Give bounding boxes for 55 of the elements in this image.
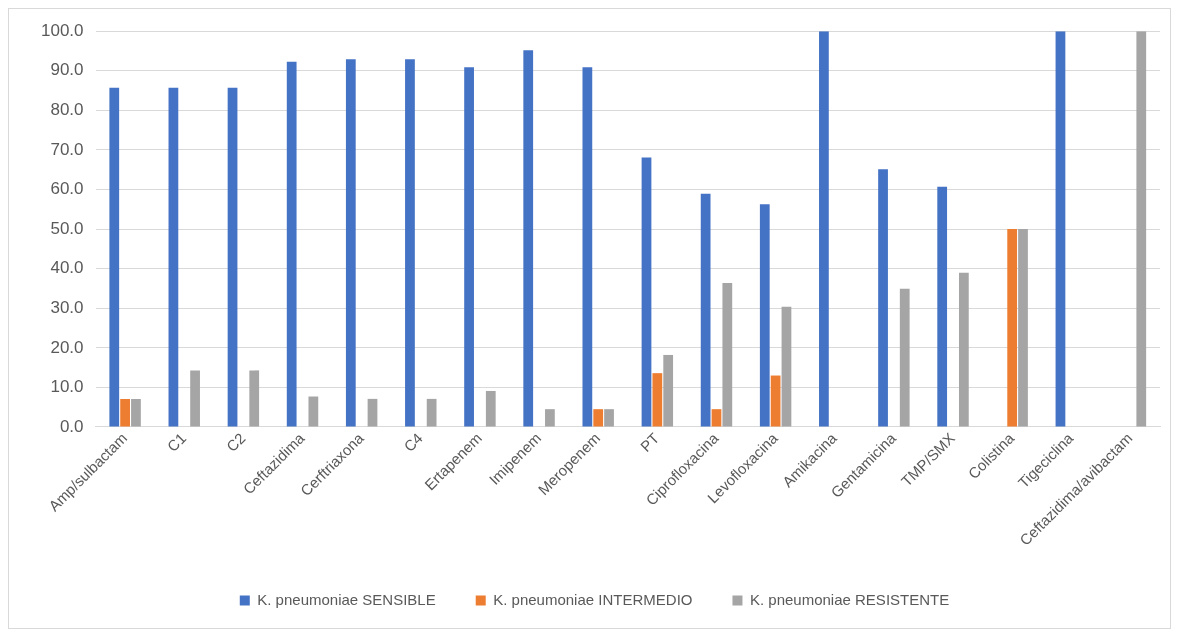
bar <box>878 169 888 427</box>
bar <box>711 409 722 427</box>
legend-label: K. pneumoniae RESISTENTE <box>749 590 950 608</box>
bar <box>367 398 378 427</box>
bar <box>131 398 141 427</box>
bar <box>286 61 297 427</box>
bar <box>249 370 260 427</box>
bar <box>523 50 534 427</box>
bar <box>781 306 792 427</box>
bar <box>722 282 733 427</box>
bar <box>700 193 711 427</box>
y-tick-label: 50.0 <box>50 218 84 238</box>
bar <box>652 373 663 427</box>
y-tick-label: 0.0 <box>59 416 84 436</box>
bar <box>759 204 770 427</box>
bar <box>109 87 120 427</box>
bar <box>582 67 593 427</box>
legend-label: K. pneumoniae INTERMEDIO <box>493 590 693 608</box>
legend-label: K. pneumoniae SENSIBLE <box>257 590 436 608</box>
x-tick-label: C4 <box>400 429 426 455</box>
x-tick-label: C1 <box>163 429 190 455</box>
bar <box>641 157 652 427</box>
bar <box>819 31 829 427</box>
y-tick-label: 70.0 <box>50 139 84 159</box>
bar <box>464 67 474 427</box>
y-tick-label: 10.0 <box>50 377 84 397</box>
bar <box>227 87 238 427</box>
bar <box>663 354 674 427</box>
bar <box>899 288 910 427</box>
bar <box>1055 31 1066 427</box>
bar <box>426 398 437 427</box>
bar <box>405 59 415 427</box>
y-tick-label: 60.0 <box>50 179 84 199</box>
bar <box>937 186 948 427</box>
bar <box>958 272 969 427</box>
x-tick-label: C2 <box>222 429 249 455</box>
bar <box>168 87 179 427</box>
y-tick-label: 80.0 <box>50 100 84 120</box>
bar <box>545 409 555 427</box>
y-tick-label: 20.0 <box>50 337 84 357</box>
bar <box>485 390 496 427</box>
bar <box>1007 229 1018 427</box>
bar <box>190 370 200 427</box>
y-tick-label: 40.0 <box>50 258 84 278</box>
bar <box>1136 31 1147 427</box>
y-tick-label: 90.0 <box>50 60 84 80</box>
bar <box>120 398 130 427</box>
bar <box>770 375 781 427</box>
bar <box>604 409 614 427</box>
bar <box>345 59 356 427</box>
bar <box>1018 229 1028 427</box>
bar <box>593 409 604 427</box>
y-tick-label: 30.0 <box>50 297 84 317</box>
bar <box>308 396 319 427</box>
y-tick-label: 100.0 <box>40 20 84 40</box>
